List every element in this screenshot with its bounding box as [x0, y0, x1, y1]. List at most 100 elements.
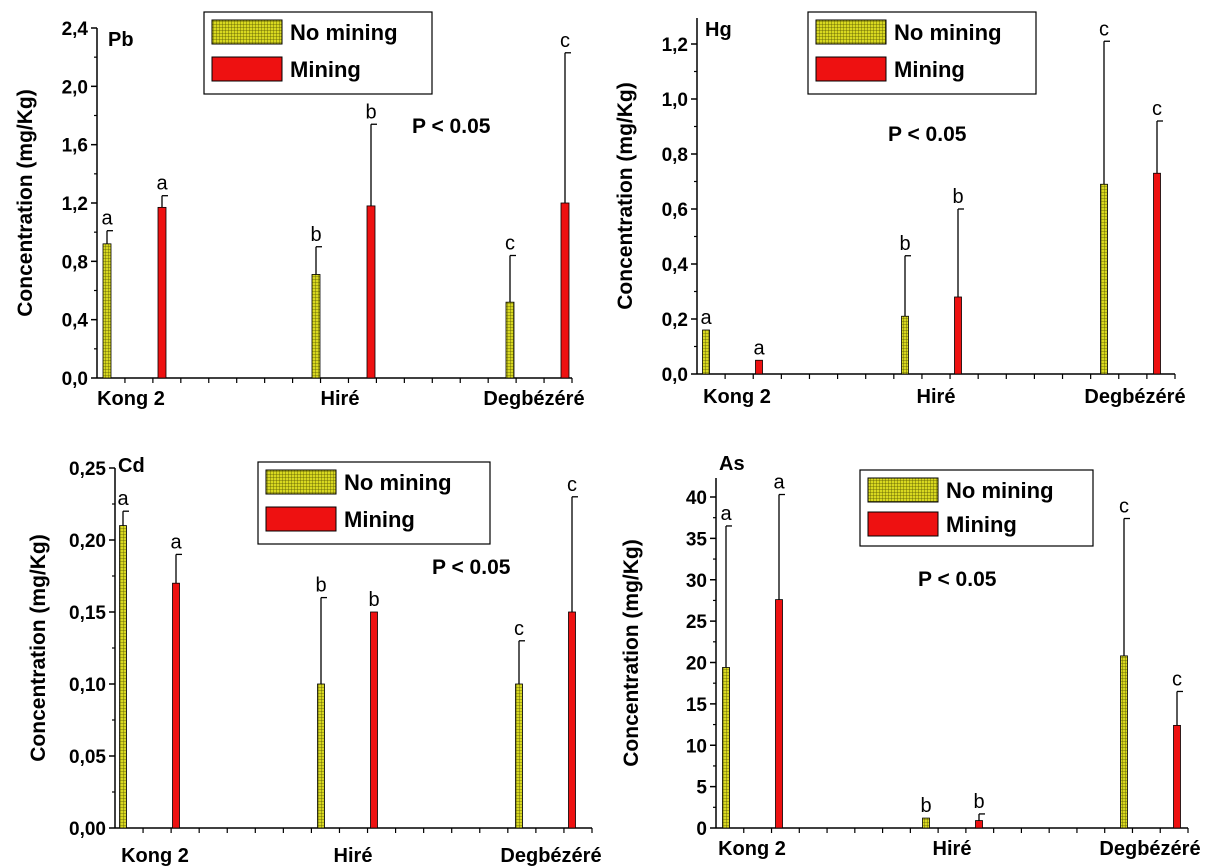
significance-letter: b	[315, 575, 326, 597]
y-tick-label: 0,0	[62, 369, 88, 390]
legend: No mining Mining	[257, 461, 491, 545]
y-tick-label: 15	[686, 695, 708, 716]
bar-no-mining	[922, 817, 930, 829]
x-category-label: Hiré	[933, 838, 972, 860]
y-axis-label: Concentration (mg/Kg)	[614, 82, 637, 309]
y-tick-label: 0,15	[69, 603, 106, 624]
significance-letter: b	[973, 791, 984, 813]
bar-no-mining	[311, 274, 321, 379]
significance-letter: c	[560, 30, 570, 52]
significance-letter: c	[514, 618, 524, 640]
x-category-label: Kong 2	[703, 386, 771, 408]
significance-letter: a	[170, 531, 182, 553]
significance-letter: b	[952, 186, 963, 208]
legend: No mining Mining	[859, 469, 1094, 547]
y-tick-label: 2,4	[62, 19, 89, 40]
legend-label: No mining	[344, 470, 452, 495]
x-category-label: Hiré	[917, 386, 956, 408]
significance-letter: c	[1152, 98, 1162, 120]
y-tick-label: 1,2	[62, 194, 88, 215]
chart-panel-pb: 0,0 0,4 0,8 1,2 1,6 2,0 2,4 Concentration (mg/K…	[14, 11, 585, 410]
y-axis-label: Concentration (mg/Kg)	[14, 89, 37, 316]
legend-label: No mining	[946, 478, 1054, 503]
significance-letter: a	[773, 472, 785, 494]
y-tick-label: 0,4	[662, 255, 689, 276]
y-tick-label: 0	[696, 819, 707, 840]
panel-title: Pb	[108, 29, 134, 51]
y-tick-label: 1,6	[62, 136, 88, 157]
bar-no-mining	[1120, 655, 1128, 829]
significance-letter: c	[1172, 668, 1182, 690]
y-tick-label: 2,0	[62, 77, 88, 98]
bar-mining	[775, 599, 783, 829]
significance-letter: a	[753, 337, 765, 359]
y-tick-label: 5	[696, 778, 707, 799]
bar-mining	[560, 202, 570, 379]
significance-letter: b	[365, 101, 376, 123]
y-tick-label: 0,10	[69, 675, 106, 696]
chart-panel-hg: 0,0 0,2 0,4 0,6 0,8 1,0 1,2 Concentration (mg/K…	[614, 11, 1186, 408]
bar-no-mining	[702, 329, 710, 375]
x-category-label: Kong 2	[97, 388, 165, 410]
legend-label: Mining	[946, 512, 1017, 537]
y-tick-label: 0,8	[62, 252, 88, 273]
chart-panel-as: 0 5 10 15 20 25 30 35 40 Concentration (mg/Kg) Kon…	[620, 453, 1201, 860]
panel-title: Hg	[705, 19, 732, 41]
panel-title: As	[719, 453, 745, 475]
y-tick-label: 20	[686, 654, 707, 675]
bar-no-mining	[901, 315, 909, 375]
y-tick-label: 25	[686, 612, 708, 633]
bar-mining	[370, 611, 378, 829]
x-category-label: Degbézéré	[1084, 386, 1185, 408]
panel-title: Cd	[118, 455, 145, 477]
legend-swatch-mining	[211, 56, 283, 82]
y-axis-label: Concentration (mg/Kg)	[27, 534, 50, 761]
bar-no-mining	[119, 525, 127, 829]
legend-label: Mining	[894, 57, 965, 82]
y-tick-label: 40	[686, 488, 707, 509]
legend-swatch-no-mining	[211, 19, 283, 45]
legend-swatch-mining	[815, 56, 887, 82]
y-tick-label: 0,6	[662, 200, 688, 221]
y-tick-label: 1,2	[662, 35, 688, 56]
legend: No mining Mining	[807, 11, 1037, 95]
y-tick-label: 0,2	[662, 310, 688, 331]
bar-no-mining	[317, 683, 325, 829]
significance-letter: c	[1119, 496, 1129, 518]
x-category-label: Hiré	[321, 388, 360, 410]
y-tick-label: 30	[686, 571, 707, 592]
y-tick-label: 0,8	[662, 145, 688, 166]
bar-mining	[975, 820, 983, 829]
y-tick-label: 0,20	[69, 531, 106, 552]
legend-label: No mining	[894, 20, 1002, 45]
bar-no-mining	[1100, 183, 1108, 375]
bar-mining	[954, 296, 962, 375]
bar-no-mining	[505, 301, 515, 379]
x-category-label: Degbézéré	[500, 845, 601, 866]
p-value-annotation: P < 0.05	[412, 115, 491, 138]
significance-letter: c	[505, 233, 515, 255]
significance-letter: b	[310, 224, 321, 246]
legend: No mining Mining	[203, 11, 433, 95]
x-category-label: Degbézéré	[1099, 838, 1200, 860]
x-category-label: Kong 2	[121, 845, 189, 866]
significance-letter: c	[567, 474, 577, 496]
x-category-label: Hiré	[334, 845, 373, 866]
legend-label: No mining	[290, 20, 398, 45]
bar-no-mining	[102, 243, 112, 379]
legend-swatch-no-mining	[815, 19, 887, 45]
legend-label: Mining	[344, 507, 415, 532]
bar-no-mining	[722, 667, 730, 829]
y-tick-label: 1,0	[662, 90, 688, 111]
significance-letter: b	[899, 233, 910, 255]
significance-letter: a	[101, 208, 113, 230]
y-tick-label: 0,25	[69, 459, 106, 480]
bar-mining	[1173, 724, 1181, 829]
legend-swatch-mining	[265, 506, 337, 532]
significance-letter: b	[368, 589, 379, 611]
p-value-annotation: P < 0.05	[888, 123, 967, 146]
x-category-label: Degbézéré	[483, 388, 584, 410]
bar-mining	[172, 582, 180, 829]
legend-swatch-no-mining	[867, 477, 939, 503]
y-tick-label: 0,0	[662, 365, 688, 386]
